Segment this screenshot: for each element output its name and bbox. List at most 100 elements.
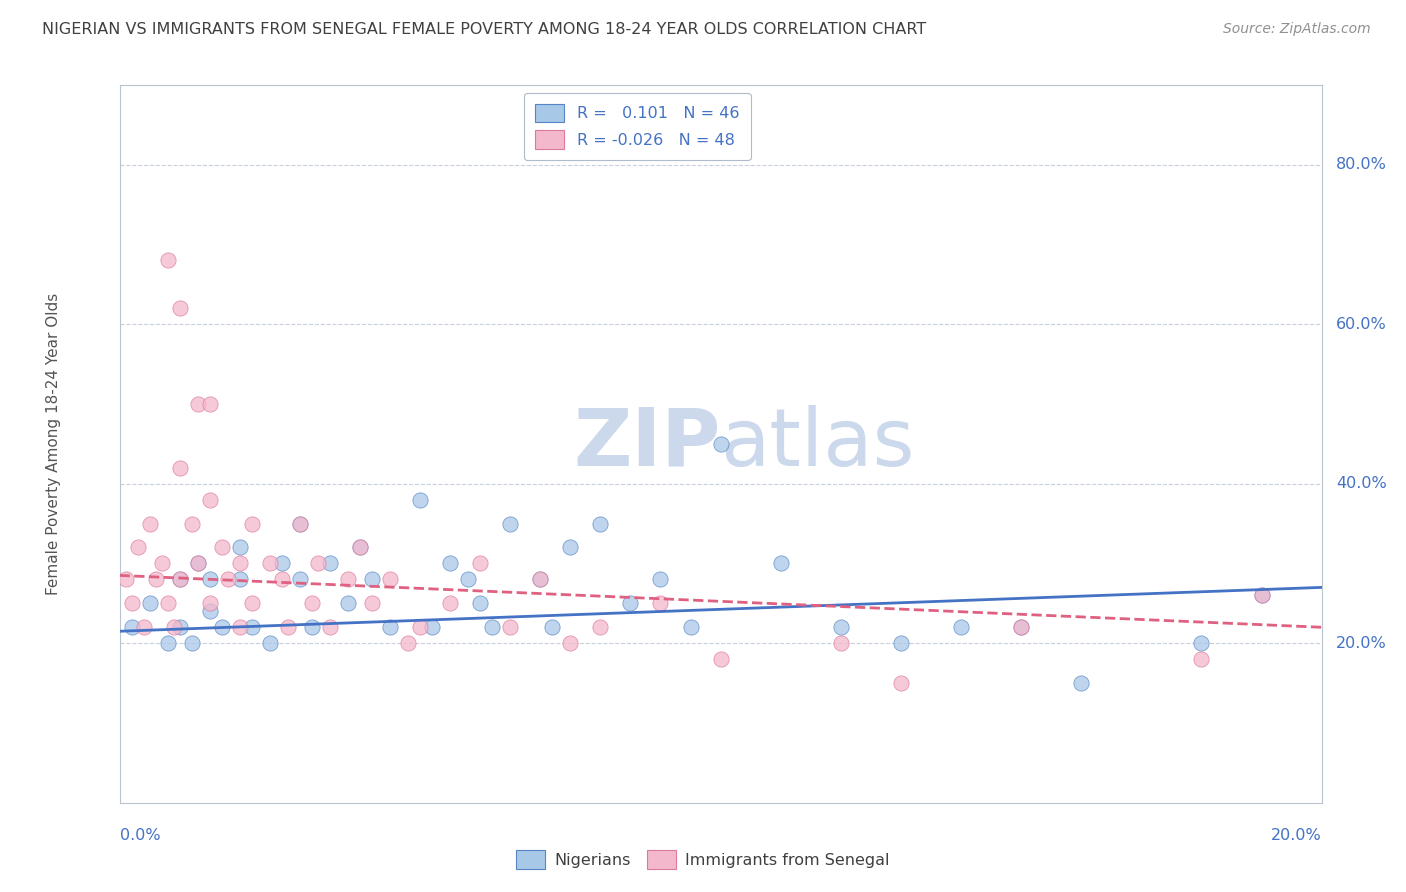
Point xyxy=(378,573,401,587)
Text: atlas: atlas xyxy=(720,405,915,483)
Text: NIGERIAN VS IMMIGRANTS FROM SENEGAL FEMALE POVERTY AMONG 18-24 YEAR OLDS CORRELA: NIGERIAN VS IMMIGRANTS FROM SENEGAL FEMA… xyxy=(42,22,927,37)
Point xyxy=(1010,620,1032,634)
Point xyxy=(319,620,342,634)
Point xyxy=(259,557,281,571)
Point xyxy=(499,620,522,634)
Point xyxy=(409,620,432,634)
Point xyxy=(211,620,233,634)
Text: Female Poverty Among 18-24 Year Olds: Female Poverty Among 18-24 Year Olds xyxy=(46,293,60,595)
Point xyxy=(349,541,371,555)
Point xyxy=(830,636,852,650)
Point xyxy=(1070,676,1092,690)
Point xyxy=(560,541,582,555)
Text: 60.0%: 60.0% xyxy=(1336,317,1386,332)
Point xyxy=(529,573,551,587)
Point xyxy=(336,573,359,587)
Point xyxy=(288,516,311,531)
Text: 0.0%: 0.0% xyxy=(120,828,160,843)
Point xyxy=(1010,620,1032,634)
Text: 80.0%: 80.0% xyxy=(1336,157,1386,172)
Point xyxy=(307,557,329,571)
Point xyxy=(228,573,252,587)
Point xyxy=(240,516,263,531)
Point xyxy=(1189,636,1212,650)
Point xyxy=(560,636,582,650)
Point xyxy=(709,436,731,450)
Point xyxy=(1250,588,1272,602)
Point xyxy=(457,573,479,587)
Point xyxy=(541,620,564,634)
Point xyxy=(145,573,167,587)
Point xyxy=(217,573,239,587)
Point xyxy=(830,620,852,634)
Point xyxy=(890,676,912,690)
Point xyxy=(187,557,209,571)
Point xyxy=(228,620,252,634)
Point xyxy=(169,620,191,634)
Point xyxy=(439,557,461,571)
Point xyxy=(1189,652,1212,666)
Point xyxy=(270,573,292,587)
Point xyxy=(409,492,432,507)
Point xyxy=(198,604,221,618)
Legend: Nigerians, Immigrants from Senegal: Nigerians, Immigrants from Senegal xyxy=(510,844,896,875)
Point xyxy=(240,596,263,610)
Point xyxy=(132,620,155,634)
Point xyxy=(211,541,233,555)
Text: 20.0%: 20.0% xyxy=(1271,828,1322,843)
Point xyxy=(162,620,184,634)
Point xyxy=(187,397,209,411)
Point xyxy=(198,397,221,411)
Point xyxy=(288,573,311,587)
Point xyxy=(619,596,641,610)
Point xyxy=(468,596,492,610)
Point xyxy=(709,652,731,666)
Point xyxy=(468,557,492,571)
Point xyxy=(301,596,323,610)
Point xyxy=(114,573,136,587)
Point xyxy=(349,541,371,555)
Point xyxy=(121,620,143,634)
Point xyxy=(769,557,792,571)
Point xyxy=(156,253,179,268)
Point xyxy=(198,596,221,610)
Point xyxy=(240,620,263,634)
Point xyxy=(361,596,384,610)
Point xyxy=(890,636,912,650)
Point xyxy=(169,573,191,587)
Point xyxy=(529,573,551,587)
Point xyxy=(138,516,160,531)
Point xyxy=(270,557,292,571)
Point xyxy=(650,596,672,610)
Legend: R =   0.101   N = 46, R = -0.026   N = 48: R = 0.101 N = 46, R = -0.026 N = 48 xyxy=(524,93,751,160)
Point xyxy=(439,596,461,610)
Text: ZIP: ZIP xyxy=(574,405,720,483)
Point xyxy=(121,596,143,610)
Point xyxy=(950,620,973,634)
Point xyxy=(180,516,202,531)
Point xyxy=(378,620,401,634)
Text: Source: ZipAtlas.com: Source: ZipAtlas.com xyxy=(1223,22,1371,37)
Point xyxy=(259,636,281,650)
Point xyxy=(589,620,612,634)
Point xyxy=(169,573,191,587)
Point xyxy=(228,557,252,571)
Point xyxy=(319,557,342,571)
Point xyxy=(420,620,443,634)
Point xyxy=(187,557,209,571)
Point xyxy=(156,636,179,650)
Point xyxy=(228,541,252,555)
Point xyxy=(679,620,702,634)
Text: 20.0%: 20.0% xyxy=(1336,636,1386,651)
Point xyxy=(150,557,173,571)
Point xyxy=(499,516,522,531)
Point xyxy=(288,516,311,531)
Point xyxy=(336,596,359,610)
Point xyxy=(180,636,202,650)
Point xyxy=(277,620,299,634)
Point xyxy=(650,573,672,587)
Point xyxy=(156,596,179,610)
Point xyxy=(481,620,503,634)
Point xyxy=(127,541,149,555)
Point xyxy=(169,301,191,315)
